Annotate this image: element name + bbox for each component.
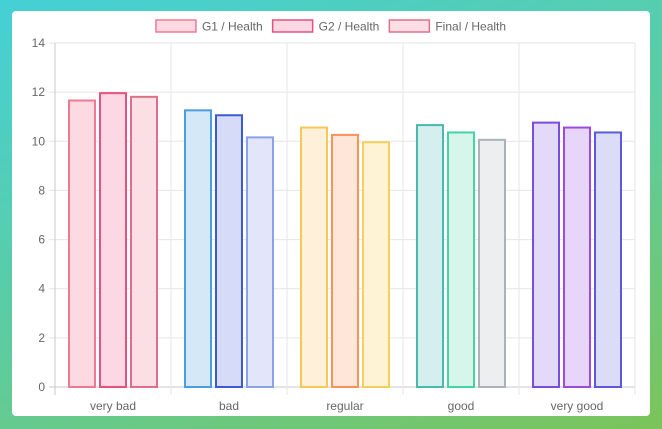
legend-swatch xyxy=(388,19,431,33)
legend-label: Final / Health xyxy=(435,20,506,34)
bar[interactable] xyxy=(331,133,359,388)
y-tick-label: 6 xyxy=(38,233,45,247)
bar[interactable] xyxy=(215,114,243,388)
y-tick-label: 2 xyxy=(38,331,45,345)
bar[interactable] xyxy=(300,126,328,389)
x-axis: very bad bad regular good very good xyxy=(90,399,603,413)
x-tick-label: good xyxy=(448,399,475,413)
y-tick-label: 0 xyxy=(38,380,45,394)
legend-label: G2 / Health xyxy=(319,20,380,34)
x-tick-label: very good xyxy=(551,399,604,413)
bar[interactable] xyxy=(68,99,96,388)
bar[interactable] xyxy=(99,92,127,389)
x-tick-label: bad xyxy=(219,399,239,413)
y-tick-label: 8 xyxy=(38,183,45,197)
legend-swatch xyxy=(271,19,314,33)
bar[interactable] xyxy=(130,95,158,388)
x-tick-label: very bad xyxy=(90,399,136,413)
bar[interactable] xyxy=(594,131,622,388)
bars xyxy=(68,92,622,389)
y-tick-label: 4 xyxy=(38,282,45,296)
y-tick-label: 10 xyxy=(32,134,46,148)
bar[interactable] xyxy=(532,121,560,388)
bar[interactable] xyxy=(246,136,274,388)
y-tick-label: 12 xyxy=(32,85,46,99)
bar[interactable] xyxy=(447,131,475,388)
bar[interactable] xyxy=(416,124,444,388)
legend-item[interactable]: G2 / Health xyxy=(271,19,380,34)
bar[interactable] xyxy=(563,126,591,389)
bar[interactable] xyxy=(184,109,212,388)
legend-item[interactable]: G1 / Health xyxy=(155,19,263,34)
y-tick-label: 14 xyxy=(32,36,46,50)
y-axis: 0 2 4 6 8 10 12 14 xyxy=(32,36,46,394)
legend-swatch xyxy=(155,19,197,33)
bar[interactable] xyxy=(362,141,390,388)
legend[interactable]: G1 / Health G2 / Health Final / Health xyxy=(155,19,506,34)
bar[interactable] xyxy=(478,138,506,388)
x-tick-label: regular xyxy=(326,399,363,413)
legend-item[interactable]: Final / Health xyxy=(388,19,506,34)
legend-label: G1 / Health xyxy=(202,20,263,34)
